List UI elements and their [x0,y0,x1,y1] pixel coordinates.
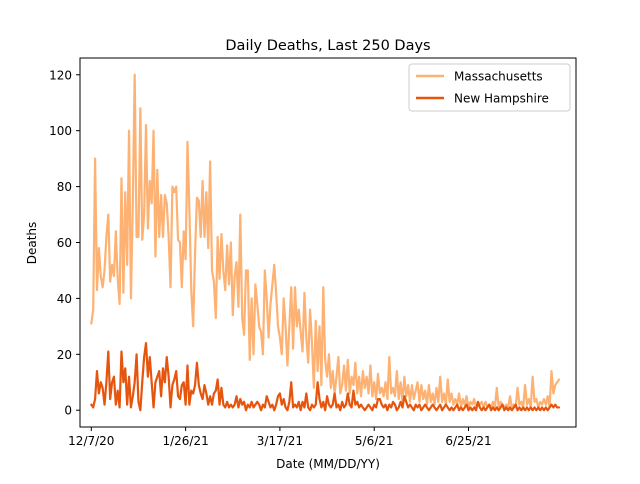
chart-title: Daily Deaths, Last 250 Days [225,38,430,54]
x-tick-label: 3/17/21 [257,434,303,448]
legend: Massachusetts New Hampshire [408,63,571,112]
x-tick-label: 6/25/21 [445,434,491,448]
y-tick-label: 100 [49,124,72,138]
series-line-massachusetts [90,73,561,409]
x-axis-label: Date (MM/DD/YY) [276,457,380,471]
y-tick-label: 40 [57,292,72,306]
y-axis: 0 20 40 60 80 100 120 [49,68,80,418]
x-tick-label: 5/6/21 [355,434,394,448]
legend-label-new-hampshire: New Hampshire [454,92,549,106]
y-tick-label: 120 [49,68,72,82]
y-axis-label: Deaths [25,222,39,265]
x-tick-label: 12/7/20 [68,434,114,448]
legend-box [408,63,571,112]
y-tick-label: 60 [57,236,72,250]
legend-label-massachusetts: Massachusetts [454,70,543,84]
series-line-new-hampshire [90,342,561,412]
y-tick-label: 20 [57,348,72,362]
x-tick-label: 1/26/21 [162,434,208,448]
y-tick-label: 0 [64,404,72,418]
y-tick-label: 80 [57,180,72,194]
x-axis: 12/7/20 1/26/21 3/17/21 5/6/21 6/25/21 [68,427,492,448]
plot-lines [90,73,561,412]
